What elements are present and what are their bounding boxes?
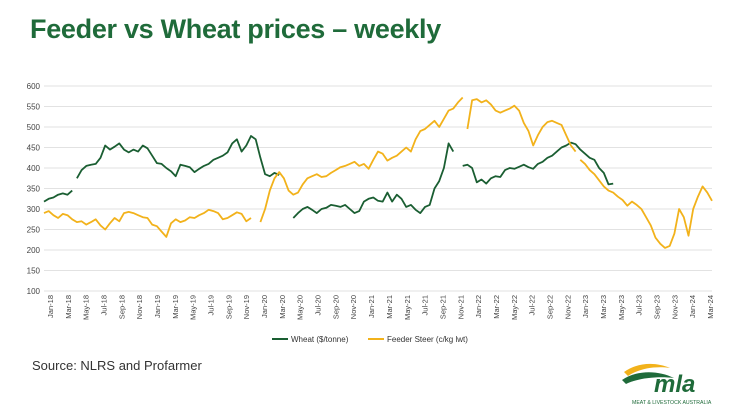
line-chart: 100 150 200 250 300 350 400 450 500 550 600 Jan-18… — [27, 82, 715, 344]
x-tick-label: Nov-19 — [242, 295, 251, 319]
x-tick-label: Nov-23 — [670, 295, 679, 319]
logo-subtext: MEAT & LIVESTOCK AUSTRALIA — [632, 400, 712, 406]
x-tick-label: Mar-24 — [706, 295, 715, 319]
feeder-steer-series-line — [579, 159, 713, 249]
x-tick-labels: Jan-18 Mar-18 May-18 Jul-18 Sep-18 Nov-18 Jan-… — [46, 295, 715, 320]
source-note: Source: NLRS and Profarmer — [32, 358, 202, 373]
x-tick-label: Sep-18 — [117, 295, 126, 319]
y-tick-label: 200 — [27, 246, 41, 255]
y-tick-label: 250 — [27, 226, 41, 235]
x-tick-label: Jul-20 — [314, 295, 323, 315]
y-tick-label: 550 — [27, 103, 41, 112]
x-tick-label: Jan-23 — [581, 295, 590, 318]
y-tick-label: 400 — [27, 164, 41, 173]
x-tick-label: Sep-23 — [652, 295, 661, 319]
x-tick-label: May-18 — [82, 295, 91, 320]
x-tick-label: May-23 — [617, 295, 626, 320]
x-tick-label: Sep-22 — [545, 295, 554, 319]
x-tick-label: Mar-22 — [492, 295, 501, 319]
x-tick-label: Jan-24 — [688, 295, 697, 318]
feeder-steer-series-line — [43, 208, 252, 238]
legend-label-feeder: Feeder Steer (c/kg lwt) — [387, 335, 468, 344]
x-tick-label: Nov-21 — [456, 295, 465, 319]
x-tick-label: Nov-18 — [135, 295, 144, 319]
x-tick-label: May-21 — [403, 295, 412, 320]
chart-title: Feeder vs Wheat prices – weekly — [30, 14, 441, 44]
y-tick-label: 600 — [27, 82, 41, 91]
series-lines — [43, 96, 713, 249]
x-tick-label: May-22 — [510, 295, 519, 320]
grid-lines — [44, 85, 712, 292]
feeder-steer-series-line — [466, 98, 577, 153]
wheat-series-line — [462, 141, 614, 186]
wheat-series-line — [292, 142, 455, 219]
mla-logo: mla MEAT & LIVESTOCK AUSTRALIA — [622, 363, 712, 406]
logo-hill-icon — [622, 372, 674, 384]
legend: Wheat ($/tonne) Feeder Steer (c/kg lwt) — [272, 335, 468, 344]
x-tick-label: May-20 — [296, 295, 305, 320]
x-tick-label: Jul-22 — [528, 295, 537, 315]
x-tick-label: Jan-19 — [153, 295, 162, 318]
logo-text: mla — [654, 371, 695, 398]
y-tick-label: 150 — [27, 267, 41, 276]
y-tick-label: 100 — [27, 287, 41, 296]
x-tick-label: Jan-18 — [46, 295, 55, 318]
wheat-series-line — [43, 189, 73, 203]
x-tick-label: Jan-21 — [367, 295, 376, 318]
wheat-series-line — [76, 135, 280, 179]
x-tick-label: Nov-22 — [563, 295, 572, 319]
x-tick-label: Sep-20 — [331, 295, 340, 319]
x-tick-label: May-19 — [189, 295, 198, 320]
feeder-steer-series-line — [259, 96, 464, 223]
y-tick-labels: 100 150 200 250 300 350 400 450 500 550 600 — [27, 82, 41, 296]
x-tick-label: Mar-19 — [171, 295, 180, 319]
y-tick-label: 300 — [27, 205, 41, 214]
x-tick-label: Nov-20 — [349, 295, 358, 319]
x-tick-label: Sep-19 — [224, 295, 233, 319]
legend-label-wheat: Wheat ($/tonne) — [291, 335, 349, 344]
x-tick-label: Jul-18 — [100, 295, 109, 315]
logo-sun-icon — [624, 363, 670, 376]
x-tick-label: Mar-20 — [278, 295, 287, 319]
x-tick-label: Sep-21 — [438, 295, 447, 319]
x-tick-label: Mar-21 — [385, 295, 394, 319]
y-tick-label: 500 — [27, 123, 41, 132]
x-tick-label: Jan-20 — [260, 295, 269, 318]
x-tick-label: Mar-18 — [64, 295, 73, 319]
y-tick-label: 450 — [27, 144, 41, 153]
x-tick-label: Jul-21 — [421, 295, 430, 315]
x-tick-label: Mar-23 — [599, 295, 608, 319]
y-tick-label: 350 — [27, 185, 41, 194]
x-tick-label: Jul-23 — [635, 295, 644, 315]
x-tick-label: Jan-22 — [474, 295, 483, 318]
x-tick-label: Jul-19 — [207, 295, 216, 315]
